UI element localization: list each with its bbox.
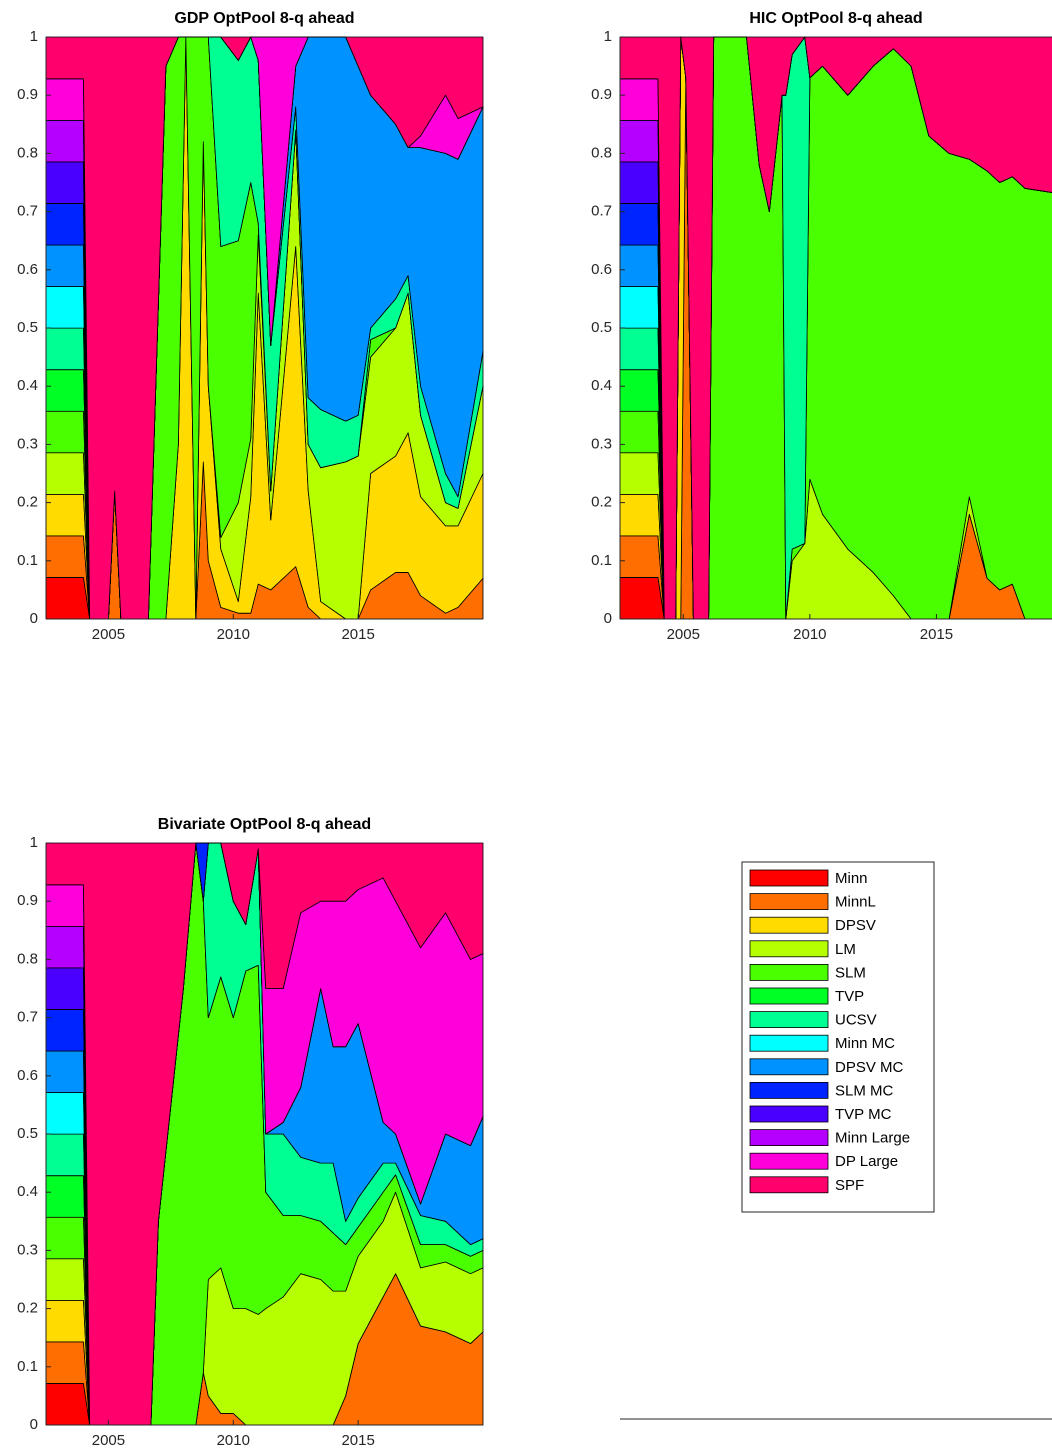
- y-tick-label: 0: [30, 610, 38, 627]
- legend-label: DP Large: [835, 1153, 898, 1170]
- legend-label: Minn: [835, 870, 868, 887]
- y-tick-label: 0.8: [17, 950, 38, 967]
- legend-label: Minn MC: [835, 1035, 895, 1052]
- chart-title: Bivariate OptPool 8-q ahead: [158, 816, 371, 833]
- chart-panel: 0 0.1 0.2 0.3 0.4 0.5 0.6 0.7 0.8 0.9 1 2005 2010 201…: [591, 10, 1052, 643]
- legend-label: SPF: [835, 1177, 864, 1194]
- legend-label: DPSV: [835, 917, 876, 934]
- x-tick-label: 2015: [920, 626, 953, 643]
- legend-label: TVP: [835, 988, 864, 1005]
- legend-label: UCSV: [835, 1012, 877, 1029]
- legend-label: MinnL: [835, 894, 876, 911]
- legend-label: Minn Large: [835, 1130, 910, 1147]
- legend-swatch: [749, 1176, 829, 1194]
- y-tick-label: 0.2: [17, 1300, 38, 1317]
- x-tick-label: 2010: [217, 626, 250, 643]
- chart-title: HIC OptPool 8-q ahead: [749, 10, 922, 27]
- legend-swatch: [749, 1129, 829, 1146]
- legend-label: DPSV MC: [835, 1059, 904, 1076]
- legend-label: LM: [835, 941, 856, 958]
- x-tick-label: 2015: [341, 626, 374, 643]
- y-tick-label: 0.6: [17, 1067, 38, 1084]
- y-tick-label: 0.1: [17, 1358, 38, 1375]
- y-tick-label: 0.8: [591, 144, 612, 161]
- y-tick-label: 0.1: [591, 552, 612, 569]
- y-tick-label: 0.3: [17, 435, 38, 452]
- y-tick-label: 0.7: [17, 203, 38, 220]
- x-tick-label: 2015: [341, 1432, 374, 1449]
- chart-title: GDP OptPool 8-q ahead: [174, 10, 354, 27]
- y-tick-label: 0.2: [17, 494, 38, 511]
- legend-swatch: [749, 1152, 829, 1170]
- y-tick-label: 0.3: [591, 435, 612, 452]
- y-tick-label: 0.9: [17, 86, 38, 103]
- x-tick-label: 2005: [92, 1432, 125, 1449]
- legend-swatch: [749, 893, 829, 910]
- y-tick-label: 1: [30, 28, 38, 45]
- y-tick-label: 0.4: [17, 377, 38, 394]
- legend: Minn MinnL DPSV LM SLM TVP UCSV Minn MC DPSV MC S…: [741, 861, 935, 1213]
- legend-swatch: [749, 940, 829, 958]
- chart-panel: 0 0.1 0.2 0.3 0.4 0.5 0.6 0.7 0.8 0.9 1 2005 2010 201…: [17, 816, 484, 1449]
- x-tick-label: 2010: [217, 1432, 250, 1449]
- x-tick-label: 2005: [667, 626, 700, 643]
- legend-swatch: [749, 916, 829, 934]
- legend-swatch: [749, 869, 829, 887]
- y-tick-label: 0.5: [17, 1125, 38, 1142]
- y-tick-label: 0.3: [17, 1241, 38, 1258]
- x-tick-label: 2005: [92, 626, 125, 643]
- legend-label: TVP MC: [835, 1106, 892, 1123]
- y-tick-label: 0.4: [17, 1183, 38, 1200]
- legend-swatch: [749, 1058, 829, 1076]
- y-tick-label: 0.1: [17, 552, 38, 569]
- y-tick-label: 0.7: [17, 1009, 38, 1026]
- legend-swatch: [749, 1011, 829, 1028]
- y-tick-label: 0.4: [591, 377, 612, 394]
- legend-swatch: [749, 1082, 829, 1099]
- chart-panel: 0 0.1 0.2 0.3 0.4 0.5 0.6 0.7 0.8 0.9 1 2005 2010 201…: [17, 10, 484, 643]
- legend-swatch: [749, 964, 829, 981]
- y-tick-label: 0.8: [17, 144, 38, 161]
- y-tick-label: 0: [30, 1416, 38, 1433]
- y-tick-label: 0.9: [591, 86, 612, 103]
- legend-swatch: [749, 1034, 829, 1052]
- y-tick-label: 1: [30, 834, 38, 851]
- area: [619, 36, 1052, 620]
- legend-swatch: [749, 987, 829, 1005]
- legend-label: SLM: [835, 964, 866, 981]
- y-tick-label: 0.7: [591, 203, 612, 220]
- legend-label: SLM MC: [835, 1082, 894, 1099]
- area: [45, 842, 484, 1426]
- legend-swatch: [749, 1105, 829, 1123]
- y-tick-label: 0.9: [17, 892, 38, 909]
- y-tick-label: 0.6: [17, 261, 38, 278]
- y-tick-label: 1: [604, 28, 612, 45]
- y-tick-label: 0.6: [591, 261, 612, 278]
- y-tick-label: 0.5: [591, 319, 612, 336]
- area: [45, 36, 484, 620]
- y-tick-label: 0: [604, 610, 612, 627]
- y-tick-label: 0.5: [17, 319, 38, 336]
- x-tick-label: 2010: [793, 626, 826, 643]
- y-tick-label: 0.2: [591, 494, 612, 511]
